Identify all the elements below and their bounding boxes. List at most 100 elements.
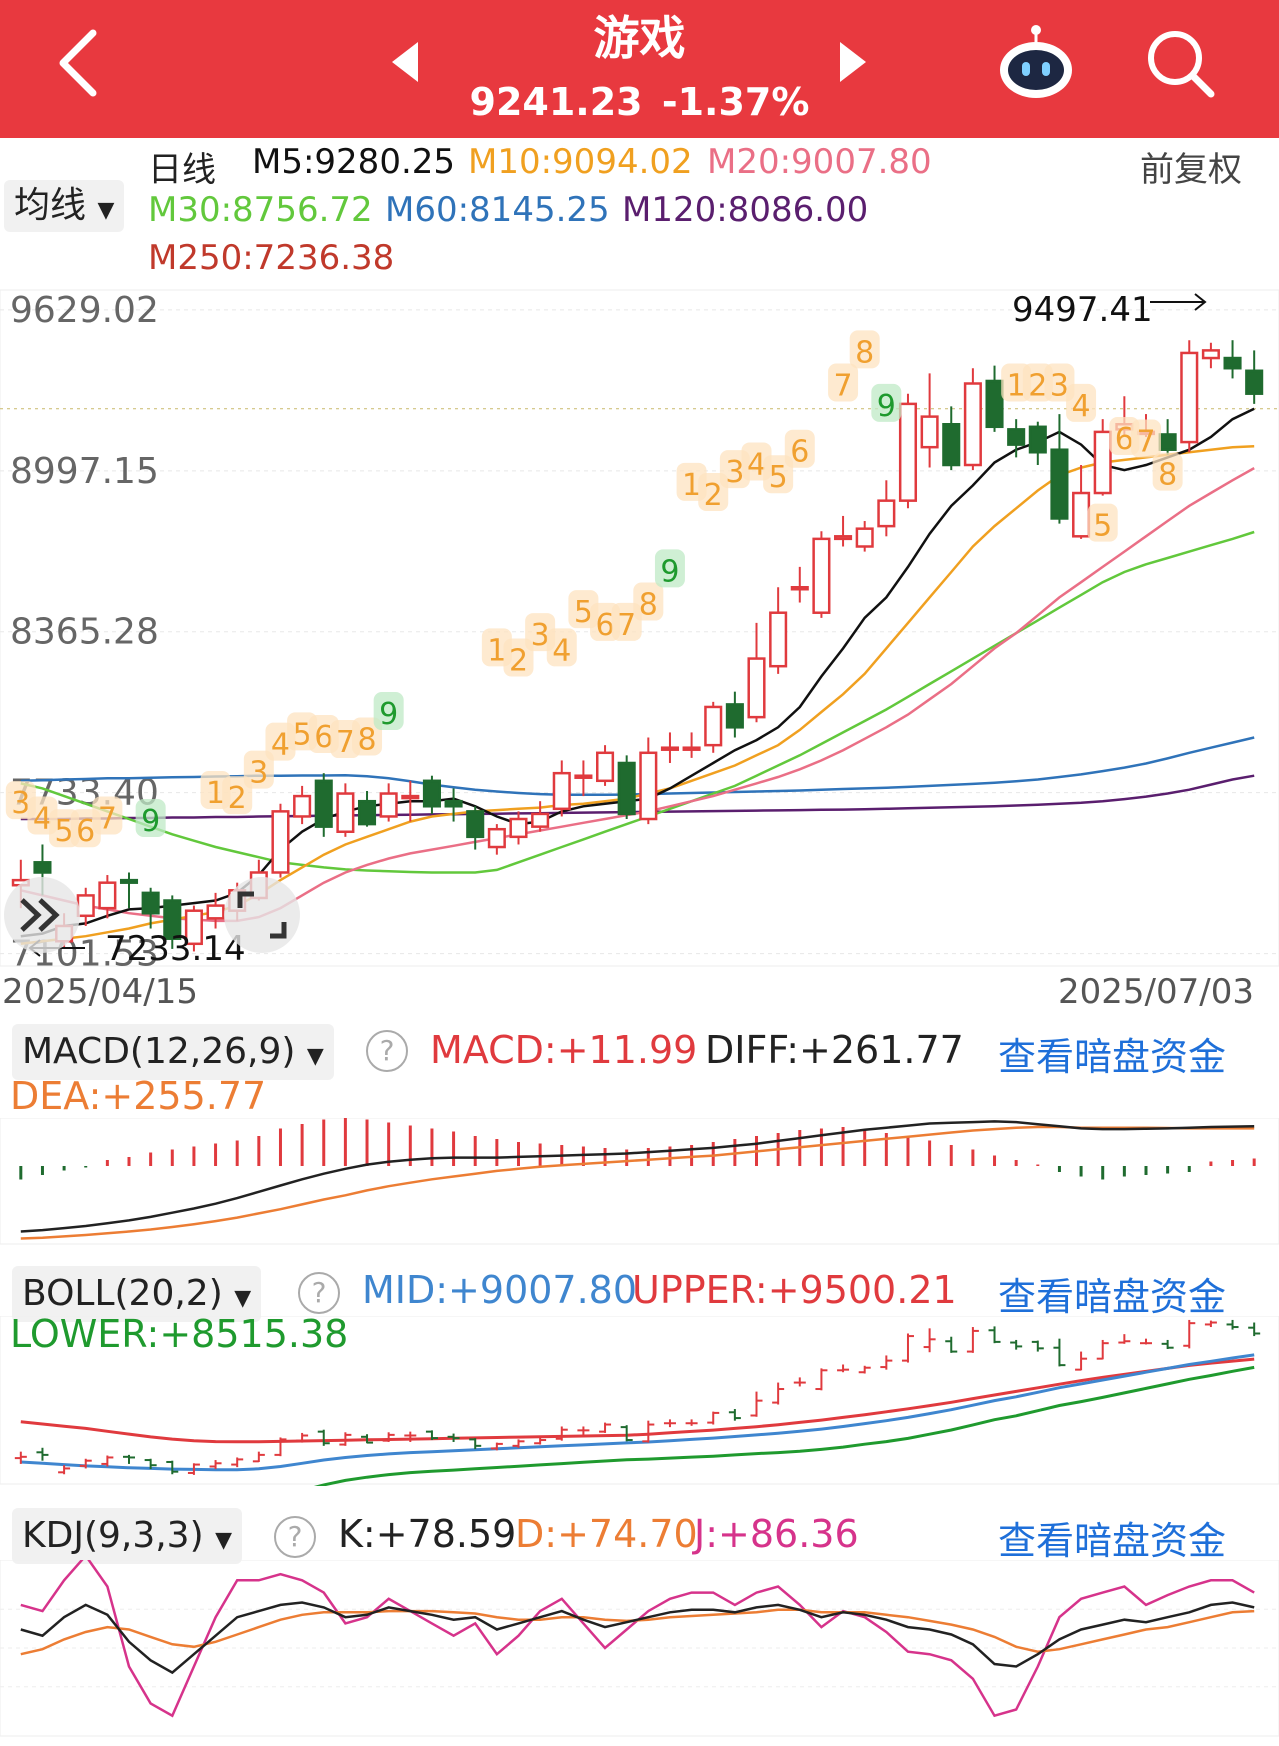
kdj-chart[interactable] [0, 1560, 1279, 1738]
back-arrow-icon[interactable] [55, 28, 105, 98]
kdj-d-value: D:+74.70 [515, 1512, 698, 1556]
collapse-icon[interactable] [4, 877, 80, 953]
td-count-label: 1 [487, 633, 506, 668]
td-count-label: 6 [76, 814, 95, 849]
price-change: 9241.23 -1.37% [0, 80, 1279, 124]
previous-stock-icon[interactable] [390, 40, 420, 84]
candle-down [1223, 356, 1242, 370]
y-tick-label: 9629.02 [10, 290, 159, 331]
candle-down [942, 423, 961, 467]
ma250-value: M250:7236.38 [148, 238, 395, 278]
td-count-label: 2 [1028, 369, 1047, 404]
candle-up [660, 746, 679, 751]
candle-up [574, 774, 593, 779]
td-count-label-bg [1087, 503, 1118, 542]
ma-selector[interactable]: 均线 ▼ [4, 180, 125, 232]
candle-up [790, 586, 809, 591]
ma10-value: M10:9094.02 [468, 142, 693, 182]
kdj-k-value: K:+78.59 [338, 1512, 517, 1556]
dea-value: DEA:+255.77 [10, 1074, 267, 1118]
td-count-label: 5 [55, 814, 74, 849]
boll-help-icon[interactable]: ? [298, 1272, 340, 1314]
boll-lower-value: LOWER:+8515.38 [10, 1312, 349, 1356]
td-nine-label-bg [135, 799, 166, 838]
boll-lower-line [313, 1365, 1255, 1486]
search-icon[interactable] [1145, 28, 1217, 100]
candle-up [184, 909, 203, 946]
candle-down [1245, 369, 1264, 395]
x-start-date: 2025/04/15 [2, 972, 198, 1012]
candle-down [163, 899, 182, 940]
next-stock-icon[interactable] [838, 40, 868, 84]
change-value: -1.37% [661, 80, 810, 124]
td-count-label: 5 [293, 717, 312, 752]
candle-down [357, 799, 377, 826]
candle-up [747, 657, 766, 719]
adjust-selector[interactable]: 前复权 [1140, 150, 1242, 190]
candle-down [466, 810, 485, 839]
candle-up [98, 881, 117, 910]
candle-up [596, 751, 615, 783]
candle-up [834, 535, 853, 541]
td-count-label-bg [828, 363, 859, 402]
td-count-label: 3 [725, 455, 744, 490]
candle-up [682, 746, 701, 751]
td-nine-label-bg [871, 383, 902, 422]
price-value: 9241.23 [469, 80, 643, 124]
td-count-label-bg [92, 796, 123, 835]
td-count-label-bg [1066, 383, 1097, 422]
kdj-dark-pool-link[interactable]: 查看暗盘资金 [998, 1519, 1227, 1563]
boll-selector[interactable]: BOLL(20,2) ▼ [12, 1266, 262, 1322]
td-count-label-bg [546, 628, 577, 667]
macd-dark-pool-link[interactable]: 查看暗盘资金 [998, 1035, 1227, 1079]
td-count-label: 6 [595, 608, 614, 643]
dea-line [20, 1125, 1255, 1240]
macd-help-icon[interactable]: ? [366, 1030, 408, 1072]
boll-chart[interactable] [0, 1316, 1279, 1486]
td-count-label: 8 [1158, 458, 1177, 493]
td-nine-label: 9 [660, 554, 679, 589]
candle-down [422, 779, 441, 808]
robot-assistant-icon[interactable] [995, 22, 1077, 104]
td-nine-label: 9 [379, 697, 398, 732]
boll-upper-value: UPPER:+9500.21 [632, 1268, 957, 1312]
td-count-label: 7 [834, 369, 853, 404]
candle-up [509, 817, 528, 839]
candle-down [725, 703, 744, 729]
macd-indicator-name: MACD(12,26,9) [22, 1031, 296, 1072]
ma120-value: M120:8086.00 [622, 190, 869, 230]
candle-up [855, 527, 874, 548]
ma20-line [20, 467, 1255, 923]
boll-dark-pool-link[interactable]: 查看暗盘资金 [998, 1275, 1227, 1319]
td-count-label-bg [222, 776, 253, 815]
candle-up [487, 827, 506, 849]
kdj-help-icon[interactable]: ? [274, 1516, 316, 1558]
td-nine-label-bg [373, 692, 404, 731]
td-count-label: 1 [206, 776, 225, 811]
td-count-label: 2 [228, 781, 247, 816]
low-annotation: 7233.14 [105, 929, 246, 968]
candle-up [293, 794, 312, 818]
td-count-label: 3 [11, 786, 30, 821]
td-count-label: 3 [1050, 369, 1069, 404]
td-count-label-bg [243, 750, 274, 789]
candle-up [769, 611, 788, 668]
candle-up [336, 792, 355, 833]
ma5-line [20, 407, 1255, 938]
kdj-selector[interactable]: KDJ(9,3,3) ▼ [12, 1508, 243, 1564]
boll-mid-value: MID:+9007.80 [362, 1268, 638, 1312]
candle-down [1007, 428, 1026, 446]
boll-indicator-name: BOLL(20,2) [22, 1273, 223, 1314]
candle-up [1072, 491, 1091, 538]
td-count-label: 6 [1115, 422, 1134, 457]
panel-frame [0, 1118, 1279, 1245]
ma30-value: M30:8756.72 [148, 190, 373, 230]
period-label[interactable]: 日线 [148, 150, 216, 190]
td-nine-label-bg [654, 549, 685, 588]
diff-line [20, 1120, 1255, 1233]
macd-chart[interactable] [0, 1118, 1279, 1246]
fullscreen-icon[interactable] [224, 877, 300, 953]
td-nine-label: 9 [877, 389, 896, 424]
macd-selector[interactable]: MACD(12,26,9) ▼ [12, 1024, 334, 1080]
